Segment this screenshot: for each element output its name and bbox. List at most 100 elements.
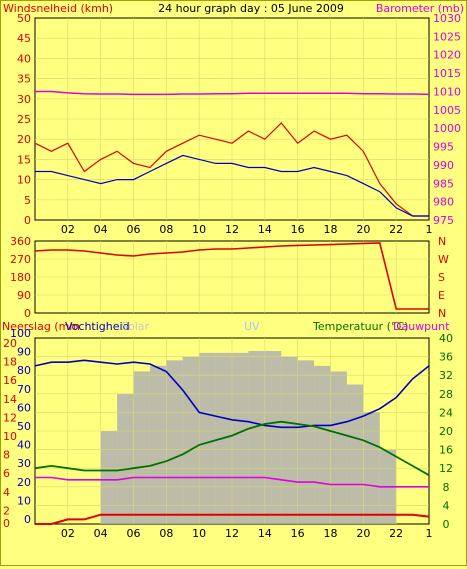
humidity-rain-axis-ticks: 0 10 20 30 40 50 60 70 80 90 100 2 4 6 8 10 12 14 16 18 20 0 (3, 327, 31, 530)
x-tick-label: 04 (94, 527, 108, 540)
humidity-tick-label: 80 (17, 364, 31, 377)
wind-x-axis-ticks: 02 04 06 08 10 12 14 16 18 20 22 1 (61, 223, 433, 236)
barometer-axis-ticks: 975 980 985 990 995 1000 1005 1010 1015 1020 1025 1… (433, 12, 461, 227)
humidity-tick-label: 0 (24, 513, 31, 526)
rain-tick-label: 2 (3, 504, 10, 517)
solar-bar (248, 351, 265, 524)
wind-gust-series-line (34, 122, 429, 217)
wind-axis-ticks: 0 5 10 15 20 25 30 35 40 45 50 (17, 12, 31, 227)
y-tick-label: 20 (17, 133, 31, 146)
solar-bar (100, 431, 118, 524)
rain-tick-label: 16 (3, 374, 17, 387)
humidity-tick-label: 40 (17, 439, 31, 452)
y-tick-label: 25 (17, 113, 31, 126)
y-tick-label: 40 (17, 52, 31, 65)
y-tick-label: 995 (433, 141, 454, 154)
humidity-tick-label: 60 (17, 401, 31, 414)
solar-bar (314, 365, 331, 524)
compass-tick-label: N (438, 307, 446, 320)
y-tick-label: 36 (439, 351, 453, 364)
x-tick-label: 10 (192, 223, 206, 236)
y-tick-label: 8 (443, 481, 450, 494)
humidity-tick-label: 70 (17, 383, 31, 396)
y-tick-label: 32 (439, 369, 453, 382)
x-tick-label: 14 (258, 527, 272, 540)
solar-bar (297, 360, 315, 524)
x-tick-label: 1 (426, 223, 433, 236)
y-tick-label: 360 (10, 235, 31, 248)
y-tick-label: 28 (439, 388, 453, 401)
direction-axis-ticks: 0 90 180 270 360 (10, 235, 31, 320)
rain-tick-label: 12 (3, 411, 17, 424)
x-tick-label: 1 (426, 527, 433, 540)
rain-axis-label: Neerslag (mm (2, 320, 80, 333)
x-tick-label: 18 (324, 223, 338, 236)
x-tick-label: 22 (389, 527, 403, 540)
solar-label: Solar (121, 320, 150, 333)
barometer-series-line (35, 90, 430, 96)
humidity-tick-label: 30 (17, 457, 31, 470)
uv-label: UV (244, 320, 260, 333)
y-tick-label: 270 (10, 253, 31, 266)
y-tick-label: 1000 (433, 122, 461, 135)
wind-average-series-line (35, 154, 429, 217)
rain-tick-label: 8 (3, 449, 10, 462)
rain-tick-label: 14 (3, 393, 17, 406)
wind-direction-series-line (34, 242, 429, 310)
humidity-tick-label: 50 (17, 420, 31, 433)
humidity-tick-label: 20 (17, 476, 31, 489)
rain-tick-label: 4 (3, 486, 10, 499)
dewpoint-series-line (35, 476, 429, 488)
wind-axis-label: Windsnelheid (kmh) (3, 2, 113, 15)
solar-bar (232, 352, 249, 524)
rain-tick-label: 6 (3, 467, 10, 480)
y-tick-label: 15 (17, 153, 31, 166)
x-tick-label: 16 (291, 527, 305, 540)
y-tick-label: 985 (433, 177, 454, 190)
y-tick-label: 90 (17, 289, 31, 302)
x-tick-label: 02 (61, 223, 75, 236)
graph-title: 24 hour graph day : 05 June 2009 (158, 2, 344, 15)
y-tick-label: 40 (439, 332, 453, 345)
x-tick-label: 04 (94, 223, 108, 236)
x-tick-label: 12 (225, 527, 239, 540)
humidity-axis-label: Vochtigheid (65, 320, 130, 333)
y-tick-label: 12 (439, 462, 453, 475)
wind-plot-grid (35, 18, 429, 220)
compass-tick-label: W (438, 253, 449, 266)
rain-tick-label: 20 (3, 337, 17, 350)
barometer-axis-label: Barometer (mb) (376, 2, 464, 15)
y-tick-label: 1025 (433, 30, 461, 43)
y-tick-label: 1010 (433, 85, 461, 98)
x-tick-label: 06 (127, 527, 141, 540)
rain-tick-label: 0 (3, 517, 10, 530)
x-tick-label: 08 (159, 527, 173, 540)
y-tick-label: 990 (433, 159, 454, 172)
rain-tick-label: 10 (3, 430, 17, 443)
rain-series-line (35, 513, 430, 525)
compass-tick-label: S (438, 271, 445, 284)
y-tick-label: 16 (439, 444, 453, 457)
climate-plot-grid (35, 338, 429, 524)
x-tick-label: 22 (389, 223, 403, 236)
solar-bar (166, 360, 183, 524)
y-tick-label: 30 (17, 93, 31, 106)
y-tick-label: 0 (24, 307, 31, 320)
solar-bar (281, 356, 298, 524)
temperature-axis-ticks: 0 4 8 12 16 20 24 28 32 36 40 (439, 332, 453, 531)
y-tick-label: 980 (433, 196, 454, 209)
solar-bar (346, 384, 364, 524)
humidity-tick-label: 100 (10, 327, 31, 340)
y-tick-label: 10 (17, 174, 31, 187)
dewpoint-axis-label: Dauwpunt (393, 320, 450, 333)
y-tick-label: 1005 (433, 104, 461, 117)
y-tick-label: 35 (17, 73, 31, 86)
x-tick-label: 12 (225, 223, 239, 236)
y-tick-label: 24 (439, 406, 453, 419)
y-tick-label: 0 (24, 214, 31, 227)
compass-tick-label: N (438, 235, 446, 248)
solar-bar (264, 351, 282, 524)
humidity-series-line (34, 359, 430, 429)
